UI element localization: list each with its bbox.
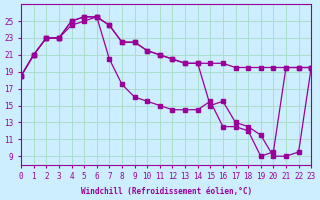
X-axis label: Windchill (Refroidissement éolien,°C): Windchill (Refroidissement éolien,°C) (81, 187, 252, 196)
